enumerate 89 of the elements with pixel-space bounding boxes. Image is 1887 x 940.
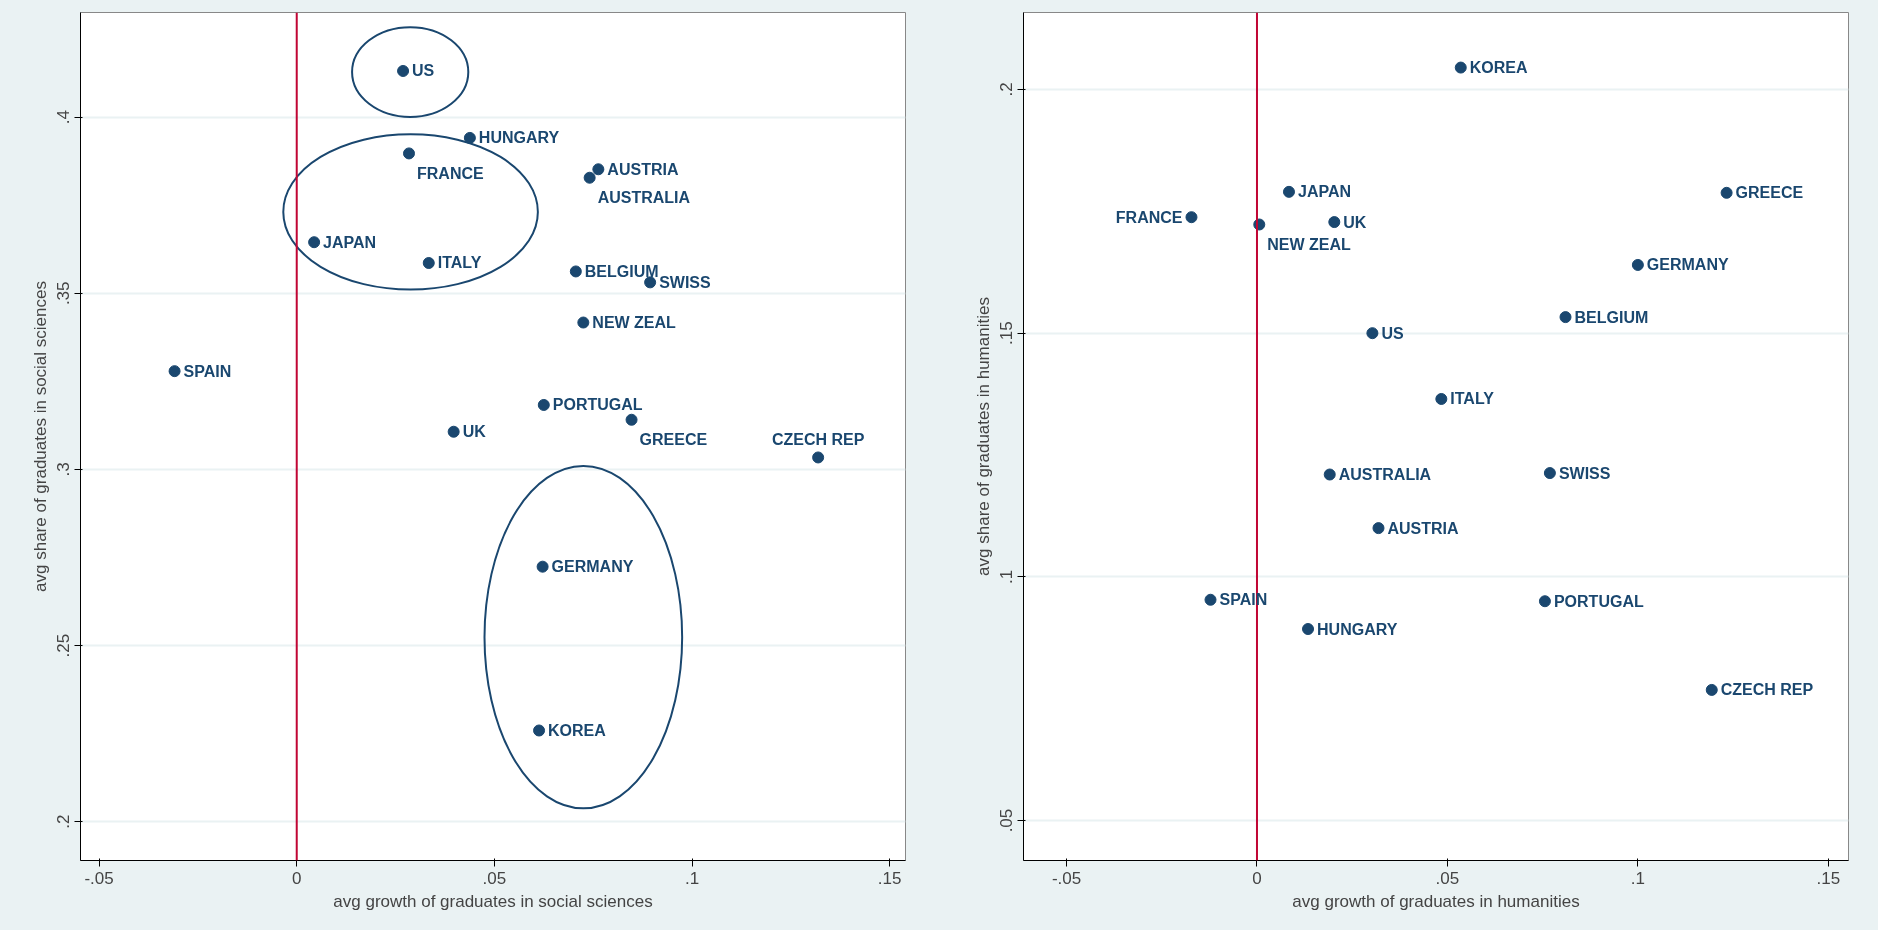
annotation: CZECH REP [1720,681,1814,699]
y-tick-label: .05 [997,808,1017,833]
point [1302,623,1315,635]
y-tick-label: .4 [54,110,74,125]
x-tick-label: 0 [1252,868,1262,888]
y-tick-label: .35 [54,281,74,306]
annotation: CZECH REP [771,430,865,448]
point [463,131,476,144]
point [577,316,590,329]
y-tick-label: .2 [997,82,1017,97]
annotation: ITALY [1450,390,1495,408]
x-tick-label: .1 [684,868,700,888]
x-axis-title: avg growth of graduates in humanities [1292,891,1580,911]
y-axis-title: avg share of graduates in humanities [973,297,993,576]
point [397,64,410,77]
x-tick-label: 0 [292,868,302,888]
y-tick-label: .15 [997,321,1017,345]
x-tick-label: .05 [1435,868,1460,888]
annotation: PORTUGAL [552,396,643,414]
annotation: US [412,62,435,80]
annotation: NEW ZEAL [1267,236,1352,253]
x-tick-label: .05 [482,868,507,888]
annotation: GREECE [639,431,708,449]
point [1538,595,1551,608]
x-tick-label: .15 [1816,868,1841,888]
point [1720,186,1733,199]
point [1559,311,1572,324]
annotation: AUSTRALIA [1338,466,1432,484]
annotation: HUNGARY [1317,620,1398,638]
annotation: SPAIN [183,362,232,380]
point [1185,211,1198,224]
annotation: UK [1343,213,1367,231]
annotation: BELGIUM [1574,308,1649,326]
point [1631,258,1644,271]
point [1323,468,1336,481]
annotation: HUNGARY [478,129,560,147]
annotation: SWISS [1558,464,1611,482]
point [403,147,415,160]
point [583,171,596,184]
annotation: GREECE [1735,184,1804,202]
x-tick-label: -.05 [1051,868,1082,888]
point [308,236,321,249]
annotation: JAPAN [1297,183,1352,201]
annotation: GERMANY [1646,256,1729,274]
x-tick-label: -.05 [84,868,114,888]
annotation: AUSTRIA [607,160,679,178]
point [1435,392,1448,405]
annotation: ITALY [437,254,482,272]
annotation: BELGIUM [584,262,659,280]
x-tick-label: .15 [877,868,902,888]
point [168,365,181,378]
annotation: KOREA [1469,59,1528,77]
annotation: UK [462,423,487,441]
point [1204,593,1217,606]
y-tick-label: .3 [54,462,74,477]
annotation: AUSTRALIA [597,189,691,207]
point [1543,467,1556,480]
point [644,276,657,289]
point [422,257,435,269]
point [447,425,460,438]
point [1705,683,1718,696]
annotation: KOREA [548,722,607,739]
point [1328,216,1341,229]
y-tick-label: .2 [54,814,74,829]
point [536,560,549,573]
annotation: NEW ZEAL [592,314,677,332]
point [1372,522,1385,535]
annotation: US [1381,324,1404,342]
y-tick-label: .25 [54,633,74,658]
point [592,163,605,176]
y-axis-title: avg share of graduates in social sciences [30,281,50,592]
point [1366,327,1379,340]
annotation: JAPAN [323,233,377,251]
annotation: PORTUGAL [1553,592,1644,610]
point [1282,185,1295,198]
point [812,451,825,464]
point [569,265,582,278]
point [1454,61,1467,74]
annotation: GERMANY [551,558,634,576]
y-tick-label: .1 [997,569,1017,584]
annotation: FRANCE [1115,208,1183,226]
annotation: FRANCE [417,164,484,182]
annotation: AUSTRIA [1387,519,1460,537]
point [625,413,638,426]
x-axis-title: avg growth of graduates in social sciences [333,891,653,911]
annotation: SWISS [659,273,712,291]
x-tick-label: .1 [1630,868,1645,888]
point [533,724,546,737]
point [537,398,550,411]
